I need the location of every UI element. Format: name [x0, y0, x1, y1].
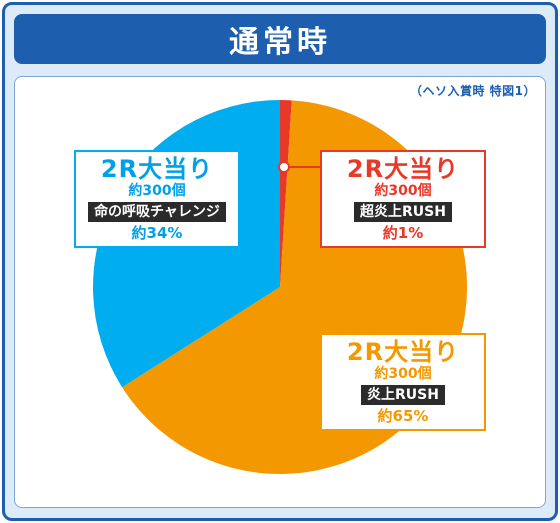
slice-percent: 約34% — [131, 224, 183, 242]
slice-percent: 約65% — [377, 407, 429, 425]
title-bar: 通常時 — [14, 14, 546, 64]
slice-count: 約300個 — [374, 366, 432, 382]
slice-label-super-rush: 2R大当り 約300個 超炎上RUSH 約1% — [320, 150, 486, 248]
slice-count: 約300個 — [374, 183, 432, 199]
leader-dot — [278, 161, 290, 173]
slice-count: 約300個 — [128, 183, 186, 199]
chart-title: 通常時 — [229, 25, 331, 60]
slice-percent: 約1% — [382, 224, 424, 242]
slice-mode: 超炎上RUSH — [354, 202, 452, 222]
slice-label-rush: 2R大当り 約300個 炎上RUSH 約65% — [320, 333, 486, 431]
slice-mode: 命の呼吸チャレンジ — [88, 202, 226, 222]
slice-round: 2R大当り — [346, 155, 460, 183]
pie-slice-super-rush — [280, 100, 292, 287]
chart-note: （ヘソ入賞時 特図1） — [409, 84, 536, 98]
slice-round: 2R大当り — [100, 155, 214, 183]
slice-mode: 炎上RUSH — [361, 385, 445, 405]
slice-round: 2R大当り — [346, 338, 460, 366]
slice-label-challenge: 2R大当り 約300個 命の呼吸チャレンジ 約34% — [74, 150, 240, 248]
